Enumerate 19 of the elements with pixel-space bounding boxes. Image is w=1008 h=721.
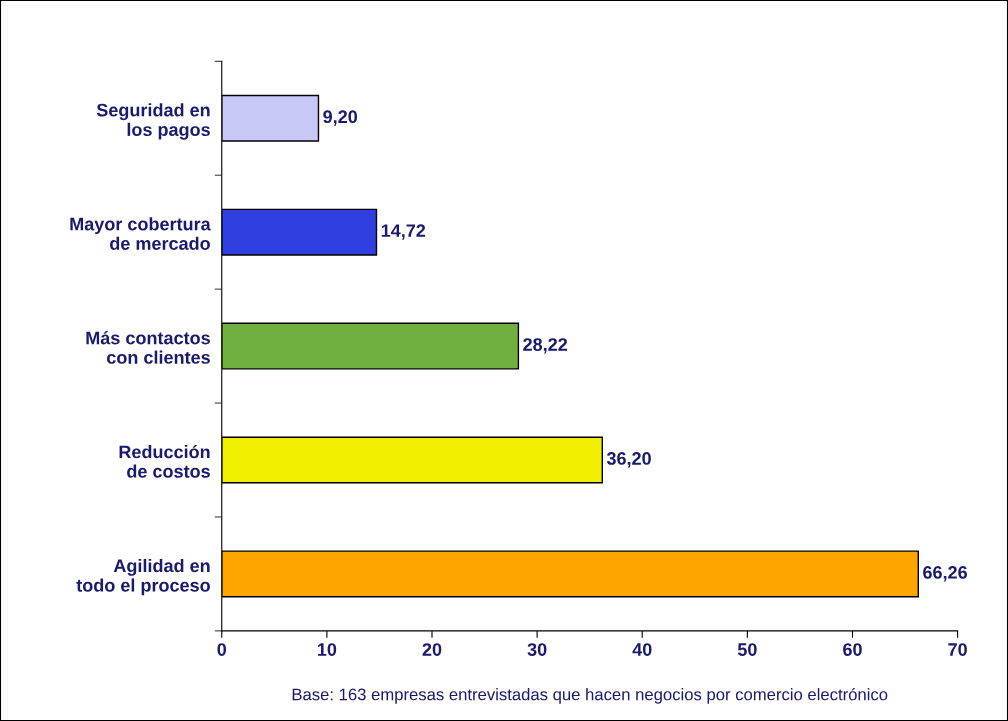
y-tick-label: Agilidad en todo el proceso bbox=[76, 558, 210, 596]
x-tick-label: 10 bbox=[317, 643, 337, 656]
data-label: 28,22 bbox=[523, 338, 568, 354]
x-tick-label: 30 bbox=[527, 643, 547, 656]
x-tick-label: 40 bbox=[632, 643, 652, 656]
y-tick-label: Seguridad en los pagos bbox=[96, 103, 210, 140]
x-tick-label: 50 bbox=[737, 643, 757, 656]
y-tick-label: Mayor cobertura de mercado bbox=[70, 217, 211, 250]
x-tick-label: 20 bbox=[422, 643, 442, 656]
y-tick-label: Más contactos con clientes bbox=[86, 330, 210, 364]
y-tick-label: Reducción de costos bbox=[119, 444, 210, 478]
data-label: 36,20 bbox=[606, 452, 651, 468]
x-tick-label: 70 bbox=[948, 643, 967, 656]
data-label: 9,20 bbox=[323, 110, 358, 126]
data-label: 66,26 bbox=[923, 565, 967, 582]
text: Base: 163 empresas entrevistadas que hacen negocios por comercio electrónico bbox=[292, 687, 888, 704]
data-label: 14,72 bbox=[381, 224, 426, 240]
x-tick-label: 0 bbox=[217, 643, 227, 656]
x-tick-label: 60 bbox=[843, 643, 862, 656]
